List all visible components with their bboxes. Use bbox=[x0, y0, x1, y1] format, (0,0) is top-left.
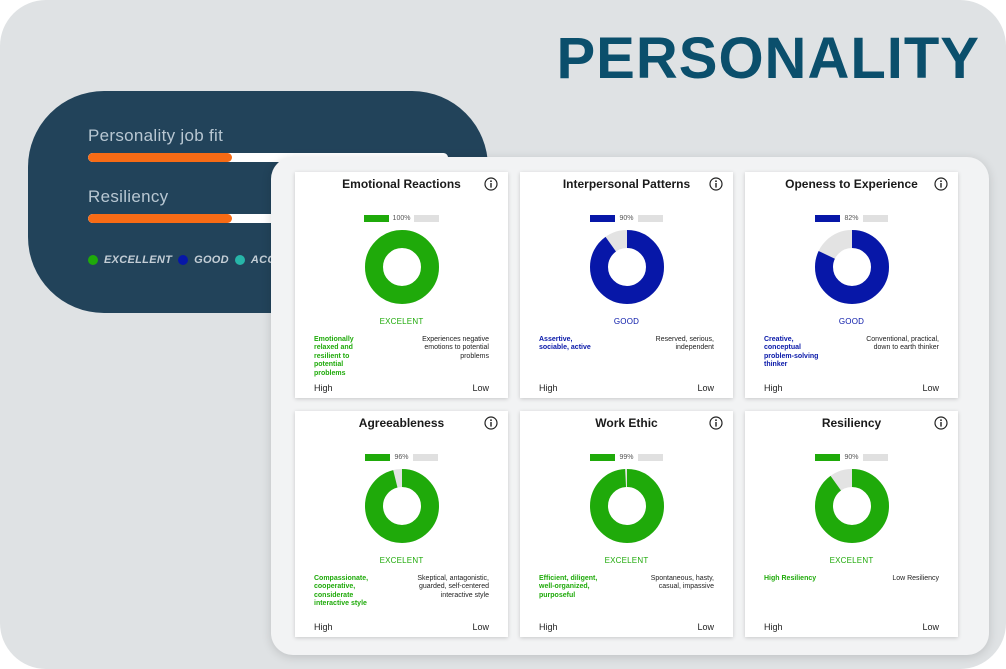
legend-dot-icon bbox=[178, 255, 189, 265]
legend-item-excellent: EXCELLENT bbox=[88, 254, 172, 266]
low-description: Experiences negative emotions to potenti… bbox=[422, 336, 489, 360]
metric-bar-job-fit bbox=[88, 153, 448, 162]
high-label: High bbox=[764, 622, 783, 632]
percent-label: 90% bbox=[844, 454, 859, 461]
donut-chart bbox=[590, 230, 664, 304]
low-label: Low bbox=[697, 383, 714, 393]
donut-chart bbox=[590, 469, 664, 543]
low-label: Low bbox=[922, 383, 939, 393]
legend-item-good: GOOD bbox=[178, 254, 229, 266]
percent-bars: 100% bbox=[295, 215, 508, 222]
percent-bar-empty bbox=[862, 215, 888, 222]
high-label: High bbox=[539, 622, 558, 632]
percent-bar-fill bbox=[815, 454, 841, 461]
low-description: Reserved, serious, independent bbox=[655, 336, 714, 352]
metric-bar-fill bbox=[88, 153, 232, 162]
low-label: Low bbox=[472, 383, 489, 393]
card-title: Resiliency bbox=[821, 416, 882, 430]
percent-bar-fill bbox=[590, 454, 616, 461]
card-title: Work Ethic bbox=[595, 416, 658, 430]
legend-dot-icon bbox=[234, 255, 245, 265]
high-label: High bbox=[314, 622, 333, 632]
percent-bar-empty bbox=[862, 454, 888, 461]
donut-arc bbox=[815, 230, 889, 304]
legend-dot-icon bbox=[88, 255, 98, 265]
info-icon[interactable] bbox=[484, 416, 498, 430]
info-icon[interactable] bbox=[709, 177, 723, 191]
donut-chart bbox=[365, 469, 439, 543]
card-title: Openess to Experience bbox=[785, 177, 918, 191]
low-description: Skeptical, antagonistic, guarded, self-c… bbox=[417, 575, 489, 599]
metric-label-job-fit: Personality job fit bbox=[88, 126, 224, 145]
percent-label: 99% bbox=[619, 454, 634, 461]
high-description: Creative, conceptual problem-solving thi… bbox=[764, 336, 819, 369]
donut-chart bbox=[815, 230, 889, 304]
percent-bars: 82% bbox=[745, 215, 958, 222]
low-description: Conventional, practical, down to earth t… bbox=[866, 336, 939, 352]
info-icon[interactable] bbox=[709, 416, 723, 430]
legend: EXCELLENT GOOD ACCEP bbox=[88, 254, 297, 266]
percent-bar-fill bbox=[365, 454, 391, 461]
percent-bars: 96% bbox=[295, 454, 508, 461]
donut-arc bbox=[815, 469, 889, 543]
low-label: Low bbox=[922, 622, 939, 632]
trait-card-agreeableness: Agreeableness 96% EXCELENT Compassionate, c… bbox=[295, 411, 508, 637]
donut-arc bbox=[365, 230, 439, 304]
card-title: Interpersonal Patterns bbox=[562, 177, 691, 191]
high-description: Assertive, sociable, active bbox=[539, 336, 591, 352]
info-icon[interactable] bbox=[934, 416, 948, 430]
low-label: Low bbox=[697, 622, 714, 632]
low-label: Low bbox=[472, 622, 489, 632]
info-icon[interactable] bbox=[934, 177, 948, 191]
metric-bar-resiliency bbox=[88, 214, 448, 223]
rating-label: EXCELENT bbox=[379, 317, 424, 326]
high-label: High bbox=[539, 383, 558, 393]
info-icon[interactable] bbox=[484, 177, 498, 191]
card-title: Emotional Reactions bbox=[342, 177, 461, 191]
percent-bar-fill bbox=[363, 215, 389, 222]
donut-arc bbox=[590, 230, 664, 304]
percent-bar-empty bbox=[637, 454, 663, 461]
low-description: Low Resiliency bbox=[892, 575, 939, 582]
low-description: Spontaneous, hasty, casual, impassive bbox=[650, 575, 714, 591]
percent-label: 90% bbox=[619, 215, 634, 222]
percent-bars: 90% bbox=[520, 215, 733, 222]
donut-arc bbox=[590, 469, 664, 543]
trait-card-openess-to-experience: Openess to Experience 82% GOOD Creative, co… bbox=[745, 172, 958, 398]
trait-card-resiliency: Resiliency 90% EXCELENT High Resiliency Low … bbox=[745, 411, 958, 637]
percent-bar-empty bbox=[412, 454, 438, 461]
metric-bar-fill bbox=[88, 214, 232, 223]
rating-label: GOOD bbox=[838, 317, 865, 326]
high-description: High Resiliency bbox=[764, 575, 817, 582]
rating-label: GOOD bbox=[613, 317, 640, 326]
trait-card-interpersonal-patterns: Interpersonal Patterns 90% GOOD Assertive, … bbox=[520, 172, 733, 398]
percent-label: 100% bbox=[392, 215, 411, 222]
donut-arc bbox=[365, 469, 439, 543]
percent-bar-fill bbox=[590, 215, 616, 222]
high-description: Efficient, diligent, well-organized, pur… bbox=[539, 575, 598, 599]
donut-chart bbox=[365, 230, 439, 304]
page-title: PERSONALITY bbox=[556, 26, 980, 91]
rating-label: EXCELENT bbox=[379, 556, 424, 565]
metric-label-resiliency: Resiliency bbox=[88, 187, 169, 206]
trait-card-emotional-reactions: Emotional Reactions 100% EXCELENT Emotional… bbox=[295, 172, 508, 398]
high-label: High bbox=[314, 383, 333, 393]
donut-chart bbox=[815, 469, 889, 543]
trait-card-work-ethic: Work Ethic 99% EXCELENT Efficient, diligent… bbox=[520, 411, 733, 637]
cards-panel: Emotional Reactions 100% EXCELENT Emotional… bbox=[271, 157, 989, 655]
high-description: Compassionate, cooperative, considerate … bbox=[314, 575, 369, 608]
percent-bars: 90% bbox=[745, 454, 958, 461]
card-title: Agreeableness bbox=[358, 416, 445, 430]
percent-bar-empty bbox=[414, 215, 440, 222]
rating-label: EXCELENT bbox=[829, 556, 874, 565]
percent-label: 82% bbox=[844, 215, 859, 222]
percent-bar-empty bbox=[637, 215, 663, 222]
percent-label: 96% bbox=[394, 454, 409, 461]
percent-bar-fill bbox=[815, 215, 841, 222]
rating-label: EXCELENT bbox=[604, 556, 649, 565]
high-description: Emotionally relaxed and resilient to pot… bbox=[314, 336, 354, 377]
high-label: High bbox=[764, 383, 783, 393]
percent-bars: 99% bbox=[520, 454, 733, 461]
